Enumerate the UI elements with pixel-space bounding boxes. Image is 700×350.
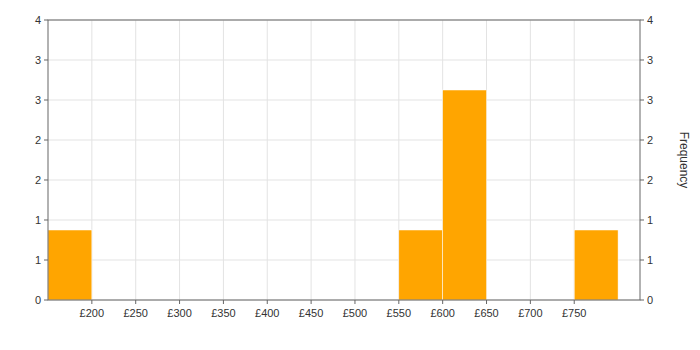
- x-tick: [91, 300, 92, 304]
- x-axis: £200 £250 £300 £350 £400 £450 £500 £550 £600 £650…: [80, 300, 587, 319]
- grid-line-x: [223, 20, 224, 300]
- y2-tick: [640, 20, 644, 21]
- grid-line-x: [354, 20, 355, 300]
- y-tick-label: 0: [35, 294, 41, 306]
- x-tick: [354, 300, 355, 304]
- x-tick: [486, 300, 487, 304]
- grid-line-x: [311, 20, 312, 300]
- y2-tick-label: 4: [647, 14, 653, 26]
- grid-line-y: [48, 219, 640, 220]
- grid-line-y: [48, 260, 640, 261]
- y2-tick-label: 2: [647, 174, 653, 186]
- grid-line-y: [48, 140, 640, 141]
- x-tick-label: £650: [474, 307, 498, 319]
- y2-tick: [640, 260, 644, 261]
- x-tick: [530, 300, 531, 304]
- x-tick: [311, 300, 312, 304]
- grid-line-x: [135, 20, 136, 300]
- y2-tick: [640, 179, 644, 180]
- y2-tick: [640, 100, 644, 101]
- y-tick: [44, 219, 48, 220]
- y-tick-label: 2: [35, 174, 41, 186]
- x-tick-label: £450: [299, 307, 323, 319]
- y-tick: [44, 59, 48, 60]
- y-tick: [44, 179, 48, 180]
- y2-tick-label: 3: [647, 54, 653, 66]
- histogram-bar: [574, 230, 618, 300]
- x-tick-label: £550: [387, 307, 411, 319]
- x-tick-label: £750: [562, 307, 586, 319]
- grid-line-y: [48, 179, 640, 180]
- y-tick: [44, 260, 48, 261]
- x-tick: [179, 300, 180, 304]
- histogram-bar: [399, 230, 443, 300]
- y-tick: [44, 100, 48, 101]
- y2-tick-label: 2: [647, 134, 653, 146]
- x-tick: [223, 300, 224, 304]
- histogram-bar: [443, 90, 487, 300]
- chart-svg: £200 £250 £300 £350 £400 £450 £500 £550 £600 £650…: [0, 0, 700, 350]
- grid: [48, 20, 640, 300]
- y-tick-label: 1: [35, 254, 41, 266]
- y-tick: [44, 300, 48, 301]
- y2-tick-label: 3: [647, 94, 653, 106]
- x-tick: [442, 300, 443, 304]
- x-tick-label: £700: [518, 307, 542, 319]
- grid-line-y: [48, 59, 640, 60]
- y2-tick-label: 1: [647, 214, 653, 226]
- plot-frame: [48, 20, 640, 300]
- x-tick-label: £300: [167, 307, 191, 319]
- y2-tick-label: 1: [647, 254, 653, 266]
- x-tick: [574, 300, 575, 304]
- x-tick: [398, 300, 399, 304]
- y-tick-label: 2: [35, 134, 41, 146]
- y2-tick: [640, 219, 644, 220]
- y2-axis: 0 1 1 2 2 3 3 4 Frequency: [640, 14, 691, 306]
- x-tick-label: £250: [123, 307, 147, 319]
- x-tick-label: £600: [430, 307, 454, 319]
- x-tick-label: £500: [343, 307, 367, 319]
- y-tick-label: 1: [35, 214, 41, 226]
- y-tick-label: 3: [35, 94, 41, 106]
- x-tick-label: £400: [255, 307, 279, 319]
- y2-tick-label: 0: [647, 294, 653, 306]
- x-tick: [135, 300, 136, 304]
- y2-tick: [640, 300, 644, 301]
- grid-line-x: [179, 20, 180, 300]
- y2-axis-label: Frequency: [677, 132, 691, 189]
- y2-tick: [640, 59, 644, 60]
- y-tick-label: 4: [35, 14, 41, 26]
- y-tick: [44, 140, 48, 141]
- y-tick: [44, 20, 48, 21]
- grid-line-x: [530, 20, 531, 300]
- y2-tick: [640, 140, 644, 141]
- bars: [48, 90, 618, 300]
- histogram-bar: [48, 230, 92, 300]
- chart-container: £200 £250 £300 £350 £400 £450 £500 £550 £600 £650…: [0, 0, 700, 350]
- grid-line-x: [267, 20, 268, 300]
- x-tick: [267, 300, 268, 304]
- x-tick-label: £200: [80, 307, 104, 319]
- x-tick-label: £350: [211, 307, 235, 319]
- y-axis: 0 1 1 2 2 3 3 4: [35, 14, 48, 306]
- grid-line-y: [48, 100, 640, 101]
- y-tick-label: 3: [35, 54, 41, 66]
